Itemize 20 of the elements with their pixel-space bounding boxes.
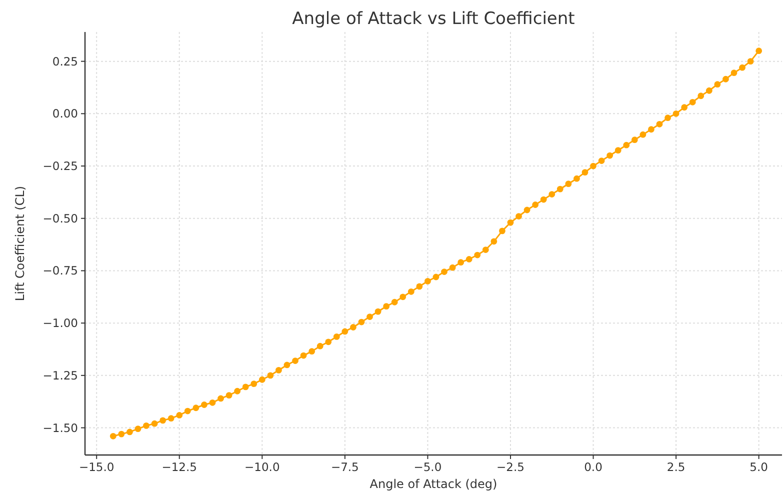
y-tick-label: −0.25 [42,159,78,174]
y-axis-title: Lift Coefficient (CL) [13,186,27,302]
y-tick-label: −0.50 [42,211,78,226]
x-tick-label: 5.0 [750,460,768,474]
y-tick-label: 0.25 [52,54,78,68]
x-tick-label: −10.0 [244,460,280,474]
x-tick-label: −12.5 [162,460,197,474]
y-tick-label: −1.00 [42,316,78,330]
x-tick-label: −7.5 [330,460,359,474]
x-axis-title: Angle of Attack (deg) [370,477,498,491]
y-tick-label: −1.25 [42,368,78,382]
x-tick-label: −2.5 [496,460,524,474]
y-tick-label: 0.00 [52,106,78,121]
y-tick-label: −0.75 [42,264,78,278]
x-tick-label: 0.0 [584,460,602,474]
y-tick-label: −1.50 [42,420,78,435]
x-tick-label: −15.0 [78,460,114,474]
chart-title: Angle of Attack vs Lift Coefficient [292,9,576,29]
x-tick-label: −5.0 [414,460,442,474]
x-tick-label: 2.5 [666,460,686,474]
